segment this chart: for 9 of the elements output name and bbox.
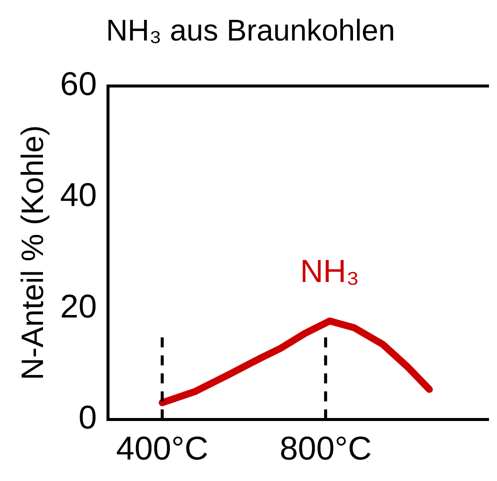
- y-tick-label: 20: [60, 287, 97, 324]
- y-axis-title: N-Anteil % (Kohle): [15, 125, 50, 380]
- x-tick-label: 400°C: [116, 429, 208, 466]
- x-tick-label: 800°C: [280, 429, 372, 466]
- y-tick-label: 40: [60, 176, 97, 214]
- chart-title: NH₃ aus Braunkohlen: [106, 14, 396, 48]
- series-label: NH₃: [300, 252, 360, 289]
- y-tick-label: 60: [60, 65, 97, 102]
- y-tick-label: 0: [78, 398, 97, 436]
